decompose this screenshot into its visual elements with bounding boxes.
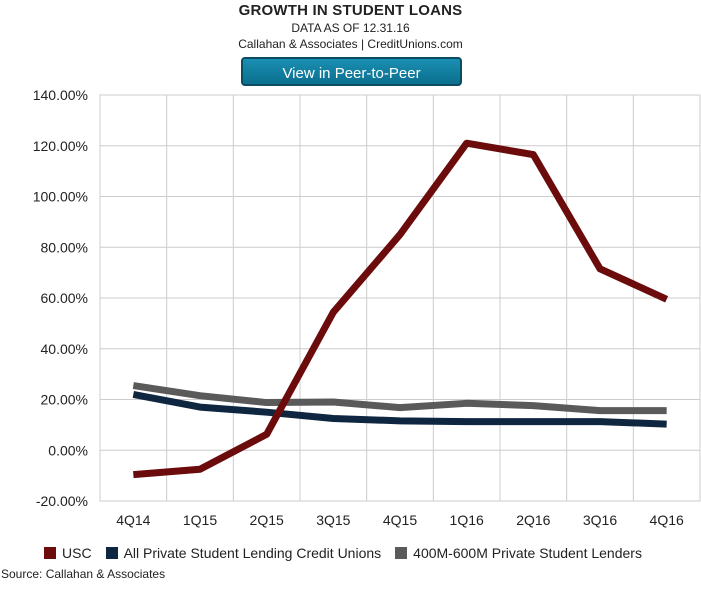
chart-subtitle: DATA AS OF 12.31.16 [291,21,410,35]
legend-label-400m-600m: 400M-600M Private Student Lenders [413,545,642,561]
x-tick-label: 4Q15 [383,512,417,528]
legend-swatch-all-private [105,547,118,559]
y-tick-label: 60.00% [41,290,88,306]
x-tick-label: 4Q14 [116,512,150,528]
x-tick-label: 1Q15 [183,512,217,528]
chart-title: GROWTH IN STUDENT LOANS [238,2,463,19]
y-tick-label: -20.00% [36,493,88,509]
legend-label-usc: USC [62,545,92,561]
legend-swatch-400m-600m [395,547,408,559]
view-peer-to-peer-button[interactable]: View in Peer-to-Peer [241,57,462,86]
y-tick-label: 140.00% [33,87,88,103]
legend-item-usc[interactable]: USC [44,545,92,561]
x-tick-label: 1Q16 [450,512,484,528]
x-tick-label: 2Q16 [516,512,550,528]
series-line-0 [133,139,669,479]
y-tick-label: 120.00% [33,138,88,154]
chart-credit: Callahan & Associates | CreditUnions.com [238,37,463,51]
x-tick-label: 3Q16 [583,512,617,528]
y-tick-label: 0.00% [48,442,88,458]
y-tick-label: 40.00% [41,341,88,357]
legend-label-all-private: All Private Student Lending Credit Union… [123,545,382,561]
series-line-2 [132,382,667,415]
source-note: Source: Callahan & Associates [1,567,166,581]
chart-legend: USC All Private Student Lending Credit U… [44,545,656,561]
y-tick-label: 100.00% [33,189,88,205]
x-tick-label: 4Q16 [650,512,684,528]
x-tick-label: 2Q15 [250,512,284,528]
legend-item-all-private[interactable]: All Private Student Lending Credit Union… [105,545,382,561]
legend-item-400m-600m[interactable]: 400M-600M Private Student Lenders [395,545,642,561]
y-tick-label: 80.00% [41,239,88,255]
x-tick-label: 3Q15 [316,512,350,528]
y-tick-label: 20.00% [41,392,88,408]
series-line-1 [132,390,667,428]
legend-swatch-usc [44,547,56,559]
